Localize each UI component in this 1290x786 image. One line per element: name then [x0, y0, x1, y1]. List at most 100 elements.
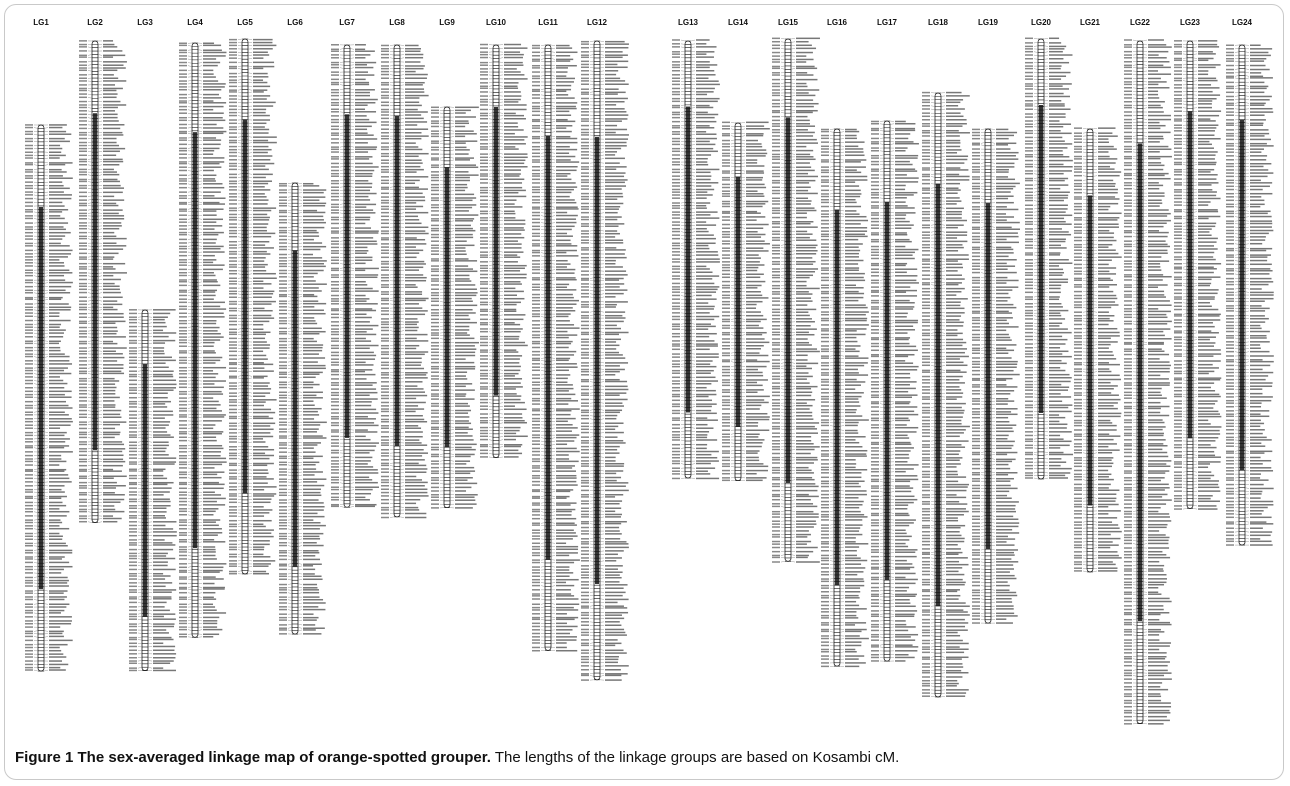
dense-marker-core	[1138, 143, 1142, 622]
marker-ticks	[532, 44, 580, 652]
marker-ticks	[381, 44, 429, 519]
linkage-group-lg17: LG17	[871, 18, 919, 662]
dense-marker-core	[243, 119, 247, 494]
linkage-group-label: LG3	[137, 18, 153, 27]
dense-marker-core	[494, 106, 498, 396]
linkage-group-lg9: LG9	[431, 18, 479, 509]
marker-ticks	[581, 40, 629, 681]
linkage-group-lg13: LG13	[672, 18, 720, 480]
linkage-group-lg18: LG18	[922, 18, 970, 698]
linkage-group-label: LG24	[1232, 18, 1253, 27]
linkage-group-label: LG16	[827, 18, 848, 27]
marker-ticks	[129, 309, 177, 672]
linkage-group-lg14: LG14	[722, 18, 770, 482]
marker-ticks	[331, 44, 379, 508]
linkage-group-label: LG22	[1130, 18, 1151, 27]
linkage-group-lg3: LG3	[129, 18, 177, 672]
linkage-group-lg16: LG16	[821, 18, 869, 668]
dense-marker-core	[143, 364, 147, 617]
linkage-group-lg20: LG20	[1025, 18, 1073, 480]
dense-marker-core	[986, 203, 990, 550]
figure-caption: Figure 1 The sex-averaged linkage map of…	[15, 749, 1275, 766]
linkage-group-label: LG8	[389, 18, 405, 27]
linkage-group-lg23: LG23	[1174, 18, 1222, 510]
dense-marker-core	[193, 132, 197, 549]
linkage-group-lg21: LG21	[1074, 18, 1122, 573]
marker-ticks	[1124, 39, 1172, 725]
dense-marker-core	[835, 209, 839, 586]
linkage-group-label: LG5	[237, 18, 253, 27]
linkage-group-label: LG9	[439, 18, 455, 27]
dense-marker-core	[546, 135, 550, 560]
linkage-group-label: LG19	[978, 18, 999, 27]
dense-marker-core	[885, 202, 889, 581]
linkage-group-lg22: LG22	[1124, 18, 1172, 725]
linkage-group-label: LG20	[1031, 18, 1052, 27]
dense-marker-core	[736, 176, 740, 427]
linkage-group-lg1: LG1	[25, 18, 73, 672]
linkage-group-lg19: LG19	[972, 18, 1020, 624]
linkage-group-label: LG1	[33, 18, 49, 27]
marker-ticks	[1074, 127, 1122, 573]
linkage-group-label: LG17	[877, 18, 898, 27]
marker-ticks	[25, 124, 73, 672]
marker-ticks	[1226, 44, 1274, 546]
linkage-group-lg11: LG11	[532, 18, 580, 652]
dense-marker-core	[445, 167, 449, 448]
marker-ticks	[229, 38, 277, 575]
linkage-group-lg5: LG5	[229, 18, 277, 575]
linkage-group-lg12: LG12	[581, 18, 629, 681]
dense-marker-core	[293, 250, 297, 567]
marker-ticks	[279, 182, 327, 635]
marker-ticks	[871, 120, 919, 662]
marker-ticks	[821, 128, 869, 668]
dense-marker-core	[93, 113, 97, 451]
linkage-group-label: LG10	[486, 18, 507, 27]
dense-marker-core	[686, 106, 690, 413]
linkage-group-lg2: LG2	[79, 18, 127, 523]
linkage-group-lg7: LG7	[331, 18, 379, 508]
dense-marker-core	[595, 136, 599, 584]
marker-ticks	[480, 43, 528, 458]
marker-ticks	[722, 121, 770, 482]
linkage-group-lg8: LG8	[381, 18, 429, 519]
linkage-group-label: LG14	[728, 18, 749, 27]
caption-title: Figure 1 The sex-averaged linkage map of…	[15, 749, 491, 766]
linkage-group-lg15: LG15	[772, 18, 820, 563]
linkage-group-lg10: LG10	[480, 18, 528, 458]
dense-marker-core	[1088, 195, 1092, 506]
linkage-group-label: LG21	[1080, 18, 1101, 27]
marker-ticks	[672, 39, 720, 480]
linkage-group-label: LG6	[287, 18, 303, 27]
dense-marker-core	[1188, 111, 1192, 439]
linkage-group-lg24: LG24	[1226, 18, 1274, 546]
dense-marker-core	[936, 183, 940, 607]
dense-marker-core	[1039, 104, 1043, 413]
marker-ticks	[79, 40, 127, 523]
figure-frame: LG1 LG2 LG3 LG4 LG5 LG6 LG7 LG8 LG9 LG10 LG11 LG12 L…	[4, 4, 1284, 780]
dense-marker-core	[39, 206, 43, 590]
marker-ticks	[922, 91, 970, 698]
linkage-group-label: LG7	[339, 18, 355, 27]
linkage-group-label: LG23	[1180, 18, 1201, 27]
dense-marker-core	[786, 117, 790, 483]
linkage-group-label: LG18	[928, 18, 949, 27]
linkage-group-label: LG15	[778, 18, 799, 27]
linkage-group-lg6: LG6	[279, 18, 327, 635]
dense-marker-core	[395, 115, 399, 447]
linkage-group-label: LG2	[87, 18, 103, 27]
marker-ticks	[179, 42, 227, 638]
caption-body: The lengths of the linkage groups are ba…	[490, 749, 900, 766]
dense-marker-core	[1240, 120, 1244, 471]
marker-ticks	[772, 37, 820, 563]
linkage-group-label: LG4	[187, 18, 203, 27]
linkage-group-label: LG13	[678, 18, 699, 27]
linkage-group-lg4: LG4	[179, 18, 227, 638]
linkage-group-label: LG11	[538, 18, 558, 27]
linkage-map: LG1 LG2 LG3 LG4 LG5 LG6 LG7 LG8 LG9 LG10 LG11 LG12 L…	[25, 18, 1274, 725]
linkage-group-label: LG12	[587, 18, 608, 27]
marker-ticks	[431, 106, 479, 509]
marker-ticks	[972, 128, 1020, 624]
dense-marker-core	[345, 114, 349, 438]
marker-ticks	[1025, 37, 1073, 480]
